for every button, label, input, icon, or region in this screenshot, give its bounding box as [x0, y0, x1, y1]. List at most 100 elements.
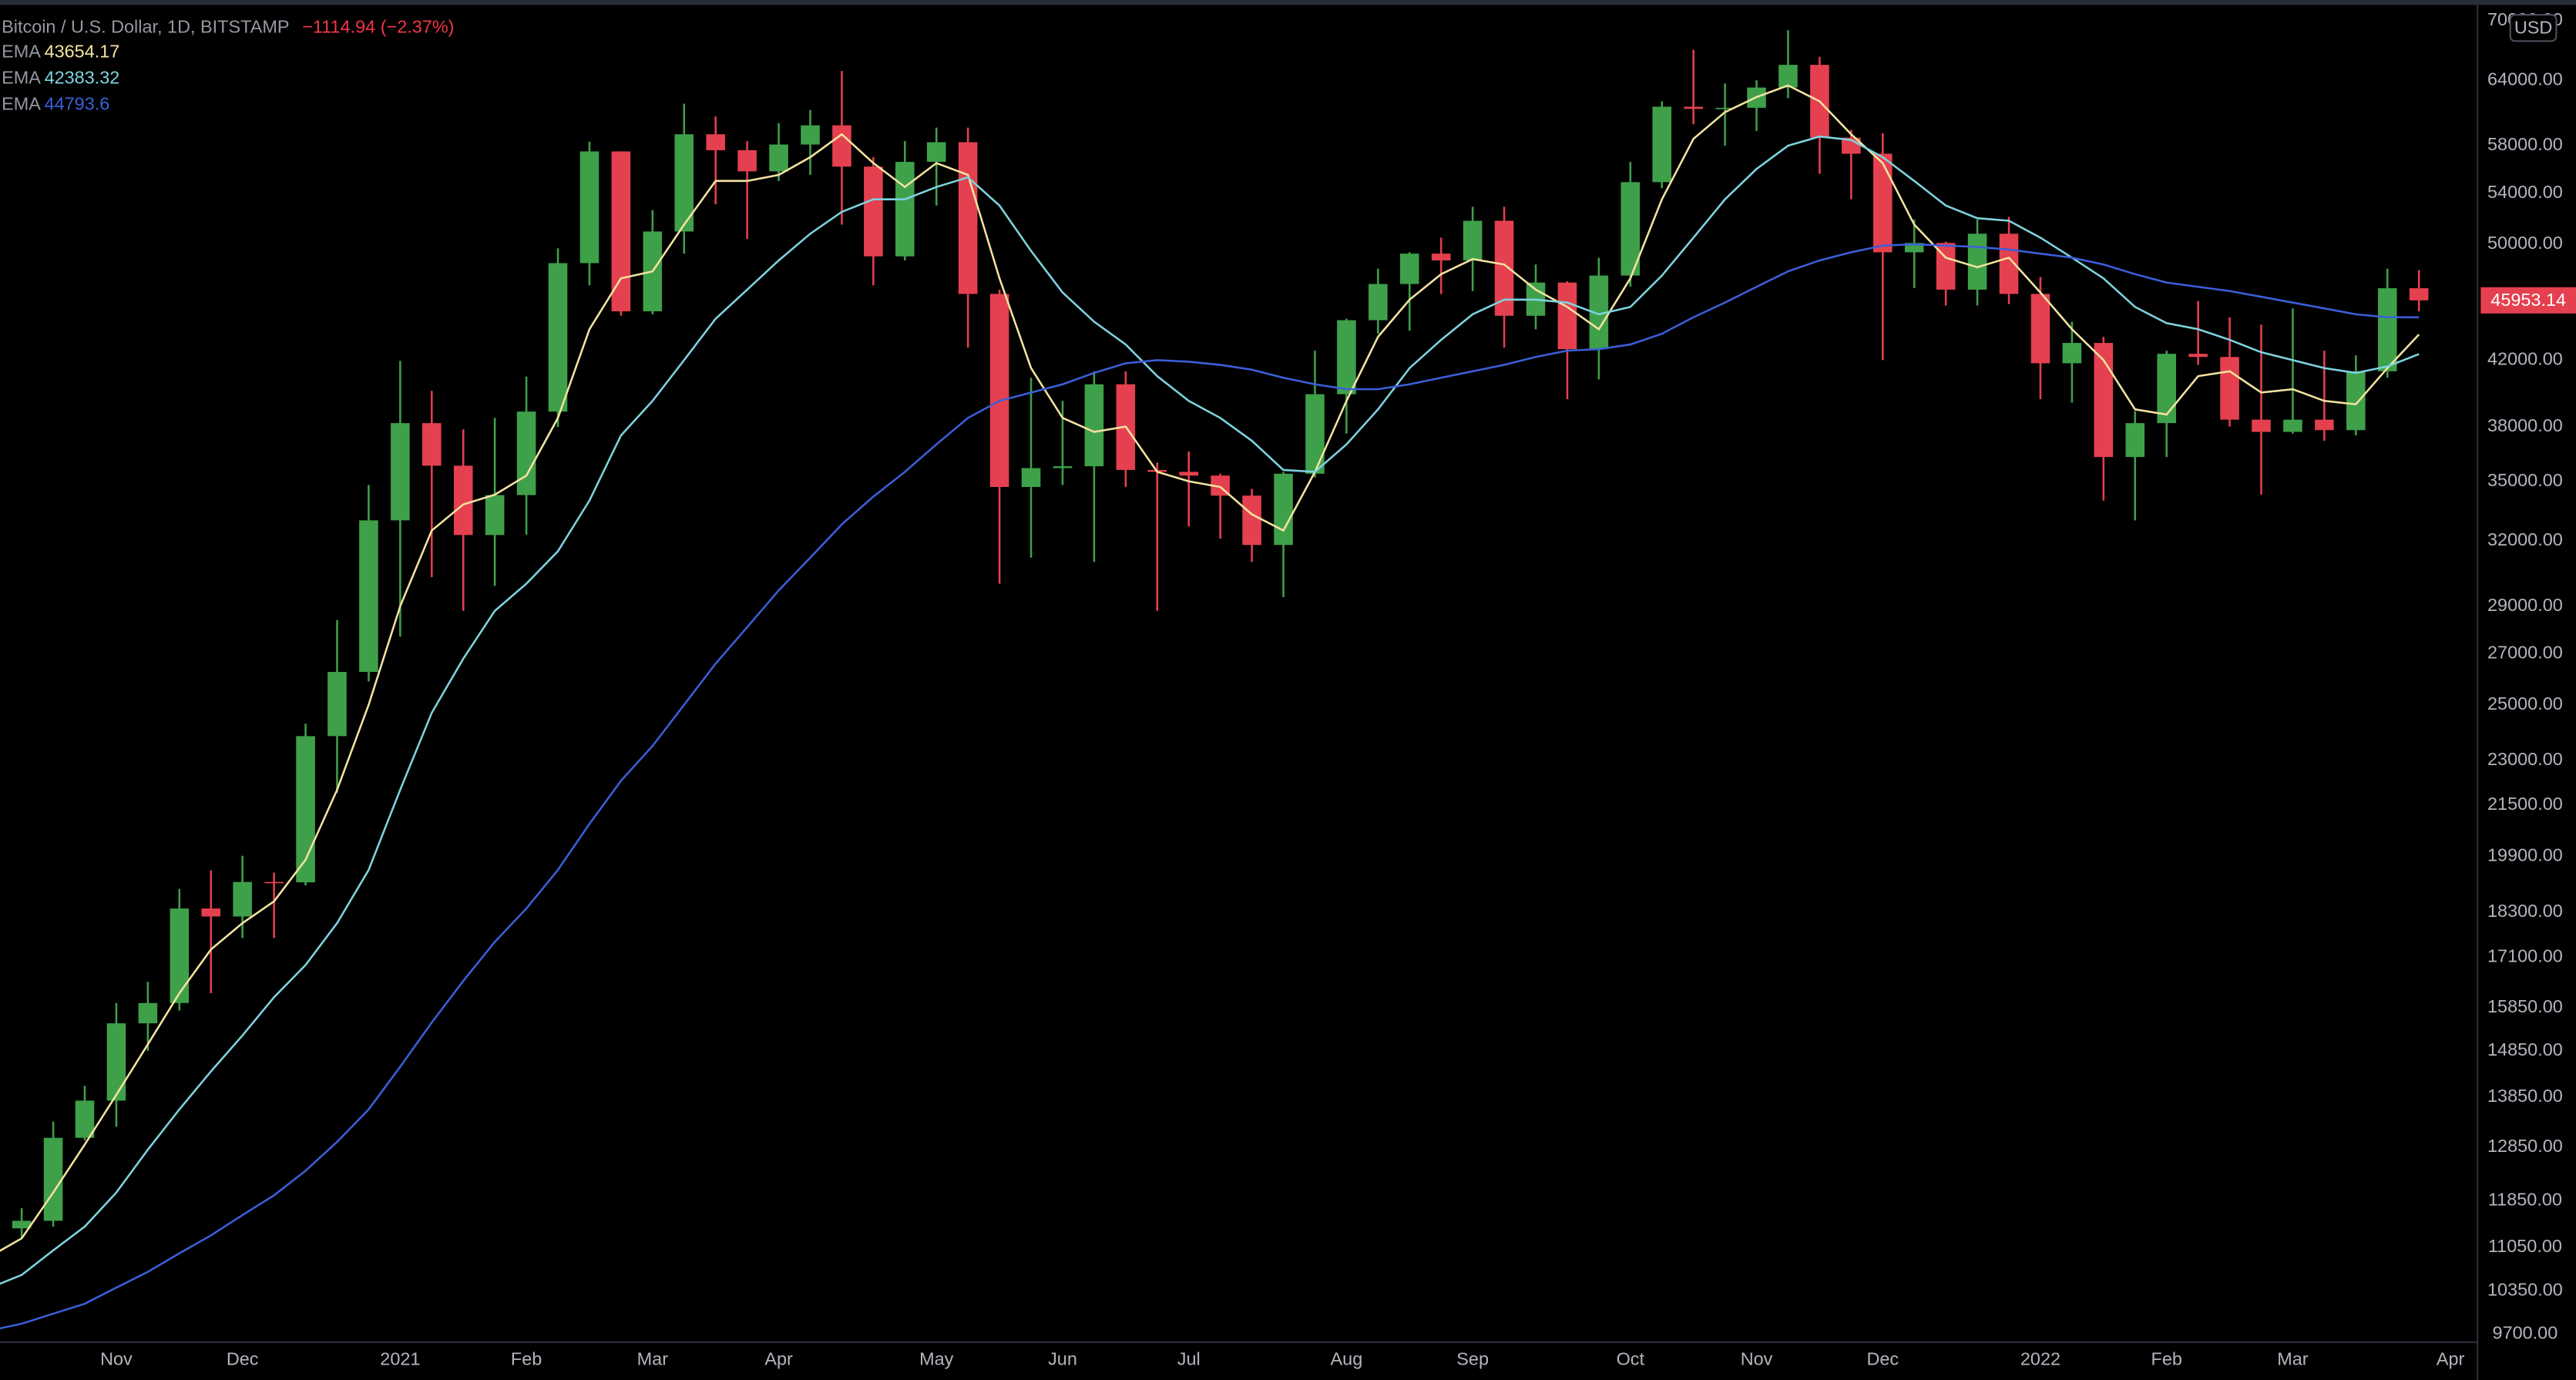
y-tick-label: 27000.00: [2487, 643, 2563, 663]
candle-body: [801, 125, 820, 145]
y-tick-label: 42000.00: [2487, 349, 2563, 369]
candle-body: [327, 672, 347, 737]
candle-body: [43, 1137, 63, 1221]
x-tick-label: Aug: [1331, 1349, 1363, 1369]
candle-body: [989, 294, 1009, 488]
axes: 9700.00 10350.00 11050.00 11850.00 12850.00 1…: [100, 9, 2576, 1369]
legend-name: EMA: [2, 41, 41, 61]
last-price-box: [2480, 287, 2576, 314]
candle-body: [201, 908, 221, 917]
y-tick-label: 14850.00: [2487, 1039, 2563, 1059]
y-tick-label: 32000.00: [2487, 529, 2563, 549]
candle-body: [2125, 423, 2145, 458]
candle-body: [1778, 65, 1798, 88]
candle-body: [1463, 220, 1483, 260]
x-tick-label: Feb: [2151, 1349, 2182, 1369]
y-tick-label: 12850.00: [2487, 1136, 2563, 1156]
candle-body: [264, 881, 284, 884]
y-tick-label: 11050.00: [2488, 1236, 2562, 1256]
candle-body: [359, 520, 378, 673]
candle-body: [832, 125, 851, 167]
y-tick-label: 29000.00: [2487, 595, 2563, 615]
y-tick-label: 21500.00: [2487, 794, 2563, 814]
candle-body: [958, 142, 978, 294]
candle-body: [579, 151, 599, 264]
legend-name: EMA: [2, 94, 41, 114]
candle-body: [1053, 466, 1073, 468]
ema-line: [0, 84, 2420, 1252]
candle-body: [2283, 419, 2302, 432]
last-price-label: 45953.14: [2490, 290, 2566, 310]
y-tick-label: 23000.00: [2487, 749, 2563, 769]
legend-value: 42383.32: [45, 68, 120, 88]
candle-body: [1021, 468, 1041, 488]
x-tick-label: 2021: [380, 1349, 420, 1369]
candle-body: [1399, 254, 1419, 284]
ema-line: [0, 135, 2420, 1285]
candle-body: [2220, 357, 2239, 420]
candle-body: [1274, 473, 1293, 546]
candle-body: [485, 495, 505, 536]
candle-body: [2188, 354, 2208, 358]
candle-body: [706, 134, 725, 150]
y-tick-label: 25000.00: [2487, 693, 2563, 714]
currency-label[interactable]: USD: [2514, 18, 2552, 38]
candle-body: [138, 1002, 158, 1024]
y-tick-label: 18300.00: [2487, 901, 2563, 921]
candle-body: [516, 411, 536, 495]
x-tick-label: Oct: [1617, 1349, 1645, 1369]
x-tick-label: Mar: [2277, 1349, 2309, 1369]
candle-body: [864, 166, 883, 257]
y-tick-label: 38000.00: [2487, 415, 2563, 435]
x-tick-label: Mar: [637, 1349, 669, 1369]
candle-body: [926, 142, 946, 163]
candle-body: [1715, 107, 1735, 109]
candle-body: [1652, 106, 1672, 183]
x-tick-label: Sep: [1456, 1349, 1489, 1369]
currency-button[interactable]: [2509, 14, 2558, 42]
candle-body: [1557, 282, 1577, 350]
candle-body: [12, 1221, 32, 1229]
candle-body: [769, 144, 788, 172]
candle-body: [548, 263, 568, 412]
y-tick-label: 15850.00: [2487, 996, 2563, 1016]
candle-body: [1684, 106, 1703, 109]
price-change: −1114.94 (−2.37%): [302, 16, 454, 36]
candle-body: [1242, 495, 1261, 546]
x-tick-label: Jun: [1048, 1349, 1077, 1369]
legend-name: EMA: [2, 68, 41, 88]
candle-body: [611, 151, 631, 312]
candle-body: [1873, 153, 1893, 253]
ema-line: [0, 243, 2420, 1330]
symbol-title: Bitcoin / U.S. Dollar, 1D, BITSTAMP: [2, 16, 289, 36]
candle-body: [1084, 384, 1104, 467]
candle-body: [1179, 472, 1199, 476]
candle-body: [1369, 284, 1388, 321]
x-tick-label: Nov: [100, 1349, 133, 1369]
x-tick-label: Jul: [1177, 1349, 1201, 1369]
legend-value: 44793.6: [45, 94, 110, 114]
y-tick-label: 19900.00: [2487, 845, 2563, 865]
candle-body: [453, 465, 473, 536]
y-tick-label: 10350.00: [2487, 1279, 2563, 1299]
candle-body: [2315, 419, 2334, 431]
y-tick-label: 11850.00: [2488, 1190, 2562, 1210]
y-tick-label: 58000.00: [2487, 134, 2563, 154]
candle-body: [106, 1023, 126, 1101]
x-tick-label: Dec: [227, 1349, 259, 1369]
y-tick-label: 9700.00: [2493, 1322, 2558, 1342]
y-tick-label: 35000.00: [2487, 470, 2563, 490]
x-tick-label: May: [919, 1349, 954, 1369]
candle-body: [170, 908, 190, 1003]
x-tick-label: 2022: [2020, 1349, 2060, 1369]
candle-body: [1494, 220, 1514, 316]
x-tick-label: Apr: [2437, 1349, 2465, 1369]
y-tick-label: 54000.00: [2487, 182, 2563, 202]
x-tick-label: Nov: [1741, 1349, 1773, 1369]
candle-body: [2377, 288, 2397, 371]
candle-body: [2409, 288, 2429, 301]
y-tick-label: 50000.00: [2487, 233, 2563, 253]
